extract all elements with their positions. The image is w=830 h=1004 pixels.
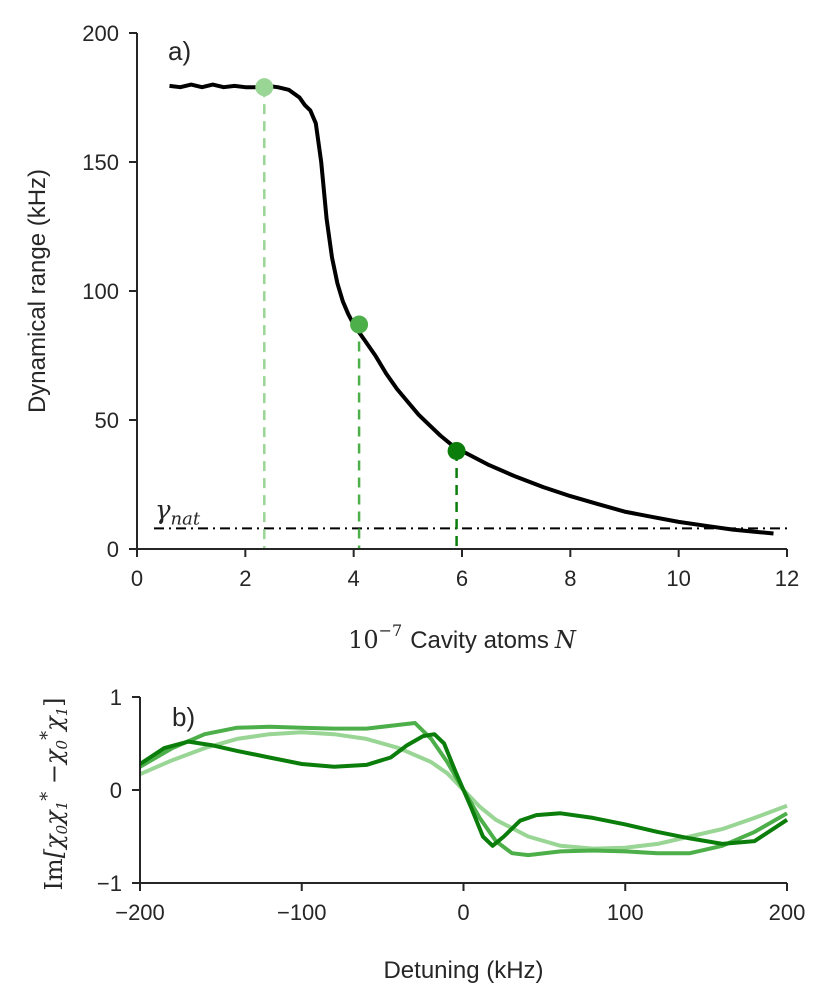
marker-point-3 xyxy=(447,441,466,460)
dynamical-range-curve xyxy=(169,82,774,536)
b-y-tick-label: 1 xyxy=(110,685,122,710)
panel-a-y-axis-label: Dynamical range (kHz) xyxy=(24,169,51,413)
a-y-tick-label: 0 xyxy=(107,537,119,562)
panel-a-axes xyxy=(136,33,787,550)
panel-a: 0 2 4 6 8 10 12 0 50 100 150 200 a) γnat 10−7 Cavity… xyxy=(24,21,799,654)
b-x-tick-label: 100 xyxy=(607,900,644,925)
curve-dark xyxy=(138,732,789,848)
a-y-tick-label: 200 xyxy=(82,21,119,46)
panel-b-label: b) xyxy=(172,702,195,732)
panel-b-axes xyxy=(139,697,787,884)
a-x-tick-label: 6 xyxy=(456,566,468,591)
b-y-tick-label: 0 xyxy=(110,778,122,803)
b-x-tick-label: 0 xyxy=(457,900,469,925)
marker-point-2 xyxy=(350,315,369,334)
panel-b-y-axis-label: Im[χ0χ1* −χ0*χ1] xyxy=(37,697,71,890)
b-x-tick-label: −200 xyxy=(115,900,165,925)
marker-point-1 xyxy=(255,78,274,97)
a-y-tick-label: 50 xyxy=(95,408,119,433)
b-y-tick-label: −1 xyxy=(97,871,122,896)
panel-b: −200 −100 0 100 200 −1 0 1 b) Detuning (kHz) Im… xyxy=(37,685,805,984)
a-x-tick-label: 0 xyxy=(131,566,143,591)
b-x-tick-label: 200 xyxy=(769,900,806,925)
a-x-tick-label: 12 xyxy=(775,566,799,591)
b-x-tick-label: −100 xyxy=(277,900,327,925)
a-x-tick-label: 10 xyxy=(666,566,690,591)
a-x-tick-label: 8 xyxy=(564,566,576,591)
panel-a-x-axis-label: 10−7 Cavity atoms N xyxy=(348,621,577,654)
gamma-nat-label: γnat xyxy=(155,495,201,529)
panel-b-x-axis-label: Detuning (kHz) xyxy=(383,957,543,984)
a-x-tick-label: 2 xyxy=(239,566,251,591)
panel-a-label: a) xyxy=(168,36,191,66)
a-x-tick-label: 4 xyxy=(348,566,360,591)
a-y-tick-label: 100 xyxy=(82,279,119,304)
a-y-tick-label: 150 xyxy=(82,150,119,175)
